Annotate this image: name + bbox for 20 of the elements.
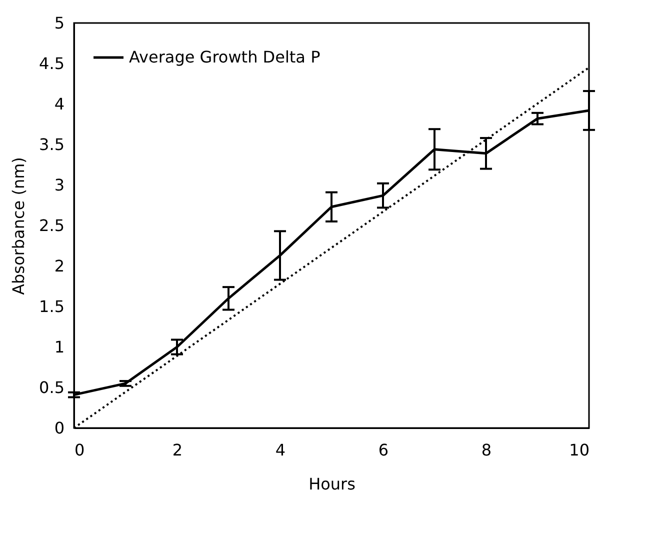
y-tick-label: 0 xyxy=(54,418,64,438)
y-tick-label: 4.5 xyxy=(39,54,64,73)
y-tick-label: 5 xyxy=(54,14,64,32)
y-tick-label: 3.5 xyxy=(39,135,64,154)
y-tick-label: 2.5 xyxy=(39,216,64,235)
y-tick-label: 1.5 xyxy=(39,297,64,316)
y-tick-label: 0.5 xyxy=(39,378,64,397)
y-axis-title: Absorbance (nm) xyxy=(9,157,28,295)
x-tick-label: 6 xyxy=(378,440,389,460)
x-tick-label: 10 xyxy=(569,440,590,460)
x-axis-title: Hours xyxy=(308,474,356,494)
legend-label: Average Growth Delta P xyxy=(129,48,321,66)
x-tick-label: 2 xyxy=(172,440,183,460)
y-tick-label: 3 xyxy=(54,176,64,194)
x-tick-label: 4 xyxy=(275,440,286,460)
y-tick-label: 1 xyxy=(54,338,64,356)
x-tick-label: 8 xyxy=(481,440,492,460)
y-tick-label: 2 xyxy=(54,256,64,276)
x-tick-label: 0 xyxy=(74,440,85,460)
y-tick-label: 4 xyxy=(54,94,64,114)
